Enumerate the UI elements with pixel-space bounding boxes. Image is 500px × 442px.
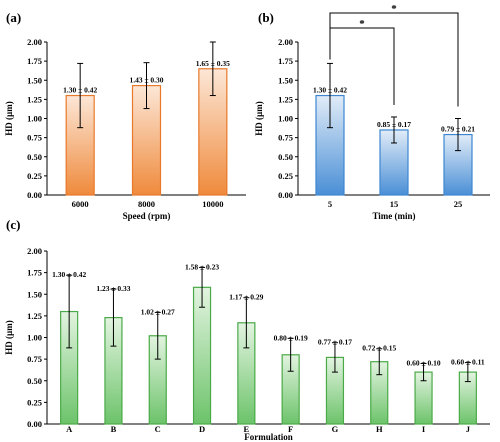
y-tick-label-b: 1.25: [278, 94, 293, 104]
y-tick-label-c: 2.00: [27, 246, 42, 256]
data-label-a-6000: 1.30 ± 0.42: [63, 86, 97, 95]
chart-c: 0.00 0.25 0.50 0.75 1.00 1.25 1.50 1.75 2.00 1.30…: [4, 246, 490, 442]
data-label-c-E: 1.17 ± 0.29: [229, 293, 263, 302]
x-tick-label-c: J: [466, 424, 471, 434]
y-tick-label-b: 1.00: [278, 114, 293, 124]
data-label-b-25: 0.79 ± 0.21: [441, 125, 475, 134]
y-tick-label-a: 1.00: [27, 114, 42, 124]
data-label-a-10000: 1.65 ± 0.35: [196, 59, 230, 68]
significance-star-0: *: [359, 18, 365, 30]
y-tick-label-a: 0.75: [27, 133, 42, 143]
x-tick-label-c: E: [244, 424, 250, 434]
x-axis-title-a: Speed (rpm): [123, 211, 171, 221]
data-label-c-F: 0.80 ± 0.19: [274, 333, 308, 342]
y-tick-label-a: 0.50: [27, 152, 42, 162]
chart-a: 0.00 0.25 0.50 0.75 1.00 1.25 1.50 1.75 2.00 1.30…: [4, 37, 246, 221]
y-tick-label-b: 0.50: [278, 152, 293, 162]
x-axis-title-b: Time (min): [372, 211, 415, 221]
data-label-c-A: 1.30 ± 0.42: [52, 270, 86, 279]
x-tick-label-c: D: [199, 424, 205, 434]
y-tick-label-a: 1.25: [27, 94, 42, 104]
y-axis-title-c: HD (µm): [4, 320, 14, 354]
x-tick-label-b: 5: [328, 199, 332, 209]
y-tick-label-c: 1.25: [27, 311, 42, 321]
y-tick-label-c: 0.25: [27, 397, 42, 407]
y-tick-label-a: 0.25: [27, 171, 42, 181]
x-axis-title-c: Formulation: [244, 432, 293, 442]
x-tick-label-c: C: [155, 424, 161, 434]
panel-label-a: (a): [6, 10, 21, 25]
x-tick-label-c: H: [376, 424, 383, 434]
y-tick-label-b: 2.00: [278, 37, 293, 47]
y-tick-label-a: 1.50: [27, 75, 42, 85]
x-tick-label-c: I: [422, 424, 426, 434]
data-label-c-B: 1.23 ± 0.33: [96, 284, 130, 293]
panel-label-c: (c): [6, 217, 20, 232]
data-label-c-I: 0.60 ± 0.10: [406, 358, 440, 367]
y-axis-title-b: HD (µm): [254, 101, 264, 135]
data-label-c-C: 1.02 ± 0.27: [141, 307, 175, 316]
data-label-c-G: 0.77 ± 0.17: [318, 338, 352, 347]
data-label-b-15: 0.85 ± 0.17: [377, 120, 411, 129]
y-tick-label-b: 1.50: [278, 75, 293, 85]
significance-bracket-1: [329, 12, 459, 107]
y-tick-label-a: 2.00: [27, 37, 42, 47]
x-tick-label-c: B: [111, 424, 117, 434]
chart-b: 0.00 0.25 0.50 0.75 1.00 1.25 1.50 1.75 2.00 1.30…: [254, 3, 490, 221]
y-tick-label-c: 1.50: [27, 289, 42, 299]
data-label-c-D: 1.58 ± 0.23: [185, 262, 219, 271]
y-axis-title-a: HD (µm): [4, 101, 14, 135]
y-tick-label-a: 0.00: [27, 190, 42, 200]
x-tick-label-c: F: [288, 424, 293, 434]
x-tick-label-c: G: [332, 424, 339, 434]
y-tick-label-b: 0.25: [278, 171, 293, 181]
y-tick-label-b: 0.75: [278, 133, 293, 143]
x-tick-label-a: 8000: [138, 199, 155, 209]
y-tick-label-b: 0.00: [278, 190, 293, 200]
x-tick-label-b: 15: [390, 199, 399, 209]
y-tick-label-c: 1.00: [27, 333, 42, 343]
data-label-c-H: 0.72 ± 0.15: [362, 344, 396, 353]
y-tick-label-c: 1.75: [27, 268, 42, 278]
bar-c-D: [192, 286, 212, 425]
significance-star-1: *: [391, 3, 397, 15]
data-label-a-8000: 1.43 ± 0.30: [129, 76, 163, 85]
y-tick-label-b: 1.75: [278, 56, 293, 66]
x-tick-label-b: 25: [454, 199, 463, 209]
data-label-b-5: 1.30 ± 0.42: [313, 86, 347, 95]
y-tick-label-a: 1.75: [27, 56, 42, 66]
y-tick-label-c: 0.00: [27, 419, 42, 429]
data-label-c-J: 0.60 ± 0.11: [451, 358, 485, 367]
y-tick-label-c: 0.50: [27, 376, 42, 386]
panel-label-b: (b): [258, 10, 274, 25]
x-tick-label-c: A: [66, 424, 73, 434]
x-tick-label-a: 6000: [72, 199, 89, 209]
x-tick-label-a: 10000: [202, 199, 223, 209]
y-tick-label-c: 0.75: [27, 354, 42, 364]
